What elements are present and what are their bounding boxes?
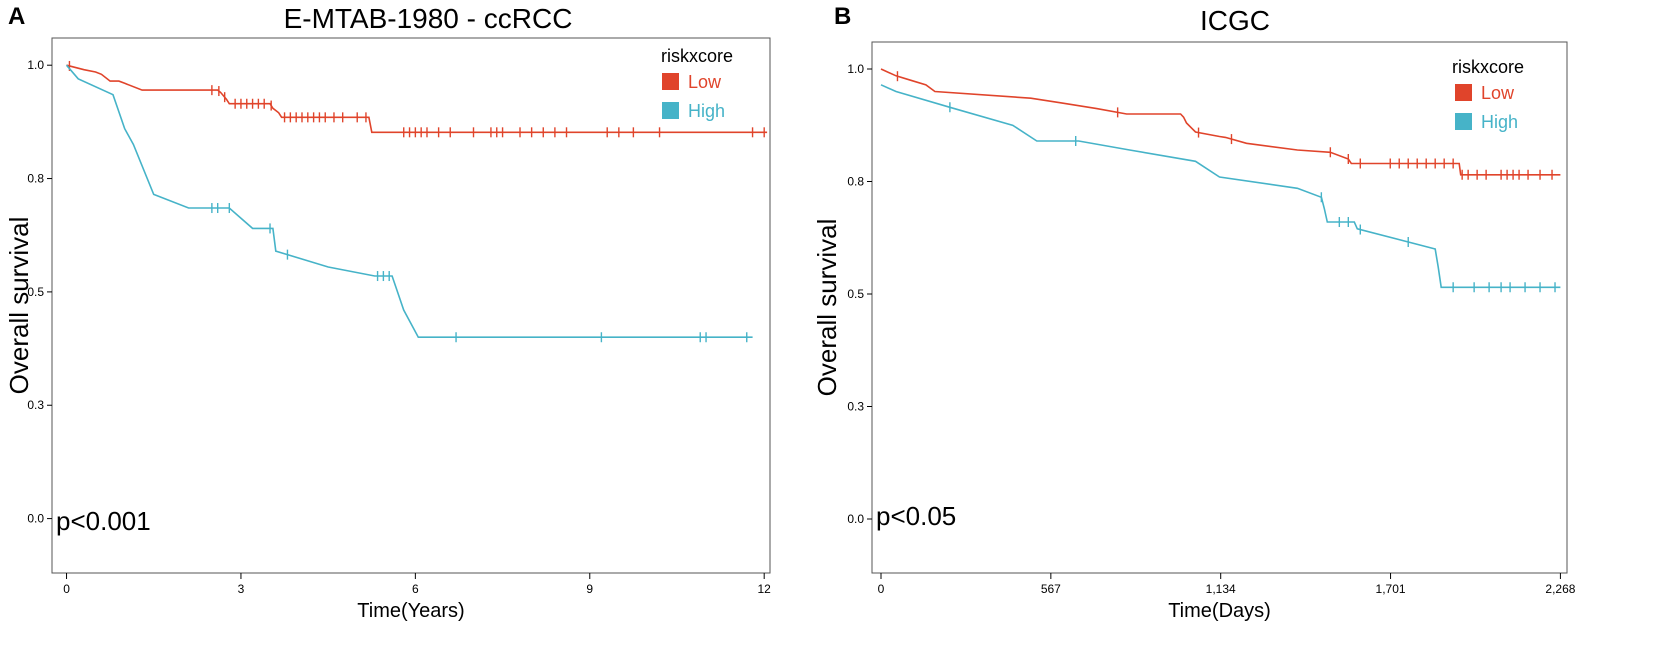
- chart-title: E-MTAB-1980 - ccRCC: [284, 3, 573, 34]
- legend-title: riskxcore: [661, 46, 733, 66]
- x-tick-label: 1,701: [1376, 582, 1406, 596]
- series-line-high: [65, 64, 753, 339]
- x-tick-label: 567: [1041, 582, 1061, 596]
- x-tick-label: 1,134: [1206, 582, 1236, 596]
- x-tick-label: 0: [878, 582, 885, 596]
- series-line-low: [880, 68, 1561, 176]
- x-axis-label: Time(Years): [357, 600, 464, 622]
- chart-panel-a: A E-MTAB-1980 - ccRCC Overall survival Time…: [4, 3, 771, 622]
- p-value-annotation: p<0.05: [876, 501, 956, 531]
- legend-label-high: High: [688, 101, 725, 121]
- y-tick-label: 0.3: [847, 400, 864, 414]
- x-axis-label: Time(Days): [1168, 600, 1271, 622]
- y-tick-label: 0.8: [27, 172, 44, 186]
- plot-frame: [51, 37, 771, 574]
- legend-swatch-low: [662, 73, 679, 90]
- chart-panel-b: B ICGC Overall survival Time(Days) 0.0 0.3 0.5…: [812, 3, 1576, 622]
- legend-swatch-high: [1455, 113, 1472, 130]
- panel-letter: B: [834, 3, 851, 30]
- y-tick-label: 0.0: [847, 512, 864, 526]
- y-tick-label: 1.0: [847, 62, 864, 76]
- legend-swatch-low: [1455, 84, 1472, 101]
- legend-label-low: Low: [1481, 83, 1515, 103]
- x-tick-label: 0: [63, 582, 70, 596]
- series-line-low: [66, 64, 768, 134]
- p-value-annotation: p<0.001: [56, 506, 151, 536]
- x-tick-label: 12: [758, 582, 772, 596]
- plot-frame: [871, 41, 1568, 574]
- y-tick-label: 0.3: [27, 398, 44, 412]
- x-tick-label: 3: [238, 582, 245, 596]
- x-tick-label: 9: [586, 582, 593, 596]
- x-tick-label: 2,268: [1545, 582, 1575, 596]
- y-tick-label: 1.0: [27, 58, 44, 72]
- panel-letter: A: [8, 3, 25, 30]
- chart-title: ICGC: [1200, 5, 1270, 36]
- legend-swatch-high: [662, 102, 679, 119]
- y-tick-label: 0.0: [27, 512, 44, 526]
- legend-title: riskxcore: [1452, 57, 1524, 77]
- y-tick-label: 0.5: [27, 285, 44, 299]
- legend-label-low: Low: [688, 72, 722, 92]
- x-tick-label: 6: [412, 582, 419, 596]
- legend-label-high: High: [1481, 112, 1518, 132]
- y-axis-label: Overall survival: [812, 219, 842, 397]
- y-tick-label: 0.5: [847, 287, 864, 301]
- y-tick-label: 0.8: [847, 175, 864, 189]
- y-axis-label: Overall survival: [4, 217, 34, 395]
- series-line-high: [880, 84, 1561, 289]
